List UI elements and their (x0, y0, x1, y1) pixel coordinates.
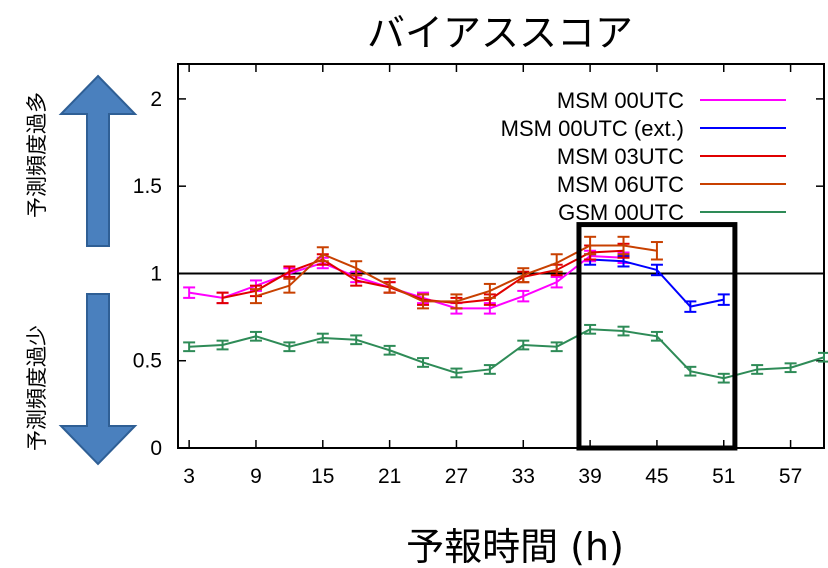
x-tick-label: 15 (311, 465, 334, 488)
annotation-under-forecast: 予測頻度過少 (25, 325, 49, 451)
arrow-up-icon (58, 74, 138, 247)
x-tick-label: 57 (779, 465, 802, 488)
x-tick-label: 9 (250, 465, 262, 488)
y-tick-label: 0 (150, 437, 162, 460)
series-line (189, 328, 825, 380)
legend-label: GSM 00UTC (558, 200, 684, 225)
legend-label: MSM 06UTC (557, 172, 684, 197)
x-tick-label: 21 (378, 465, 401, 488)
y-tick-label: 2 (150, 88, 162, 111)
legend-label: MSM 03UTC (557, 144, 684, 169)
plot-frame (177, 63, 825, 449)
legend-label: MSM 00UTC (ext.) (501, 116, 684, 141)
arrow-down-icon (58, 293, 138, 466)
y-tick-label: 1.5 (133, 175, 162, 198)
annotation-arrows (58, 74, 138, 466)
x-tick-label: 27 (445, 465, 468, 488)
highlight-box (576, 222, 738, 451)
x-tick-label: 33 (512, 465, 535, 488)
y-tick-label: 0.5 (133, 350, 162, 373)
chart-title: バイアススコア (367, 11, 633, 55)
annotation-over-forecast: 予測頻度過多 (25, 92, 49, 218)
y-tick-label: 1 (150, 262, 162, 285)
x-axis-label: 予報時間 (h) (406, 525, 624, 568)
x-tick-label: 45 (645, 465, 668, 488)
x-tick-label: 3 (183, 465, 195, 488)
legend-label: MSM 00UTC (557, 88, 684, 113)
x-tick-label: 39 (578, 465, 601, 488)
x-tick-label: 51 (712, 465, 735, 488)
